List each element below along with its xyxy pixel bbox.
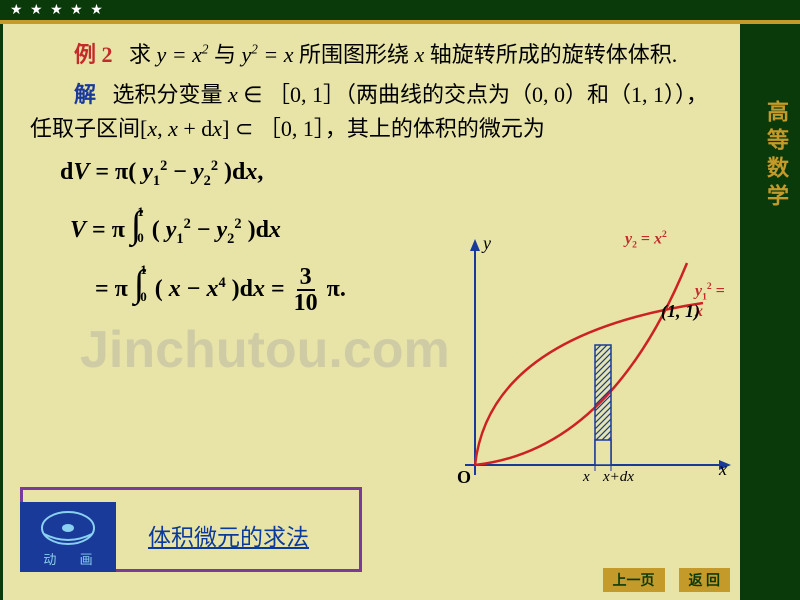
- gold-rule: [0, 20, 800, 24]
- slide-page: ★ ★ ★ ★ ★ 高等数学 例 2 求 y = x2 与 y2 = x 所围图…: [0, 0, 800, 600]
- eq-label-y1: y12 = x: [695, 281, 735, 321]
- watermark-text: Jinchutou.com: [80, 320, 450, 380]
- eq-y2-eq-x: y2 = x: [242, 42, 294, 67]
- book-title-vertical: 高等数学: [752, 100, 792, 212]
- origin-label: O: [457, 467, 471, 488]
- animation-badge-text: 动 画: [20, 549, 116, 568]
- back-button[interactable]: 返 回: [679, 568, 731, 592]
- interval: x ∈ ［0, 1］: [228, 82, 345, 107]
- animation-link[interactable]: 体积微元的求法: [148, 518, 309, 552]
- eq-label-y2: y2 = x2: [625, 229, 667, 251]
- example-label: 例 2: [74, 42, 113, 67]
- x-tick: x: [583, 469, 590, 486]
- animation-box: 动 画 体积微元的求法: [20, 487, 362, 572]
- disc-icon: [20, 502, 116, 552]
- y-axis-label: y: [483, 233, 491, 254]
- problem-statement: 例 2 求 y = x2 与 y2 = x 所围图形绕 x 轴旋转所成的旋转体体…: [30, 38, 714, 72]
- nav-buttons: 上一页 返 回: [603, 568, 731, 592]
- stars-decoration: ★ ★ ★ ★ ★: [10, 2, 105, 19]
- subinterval: [x, x + dx] ⊂ ［0, 1］: [140, 116, 325, 141]
- formula-dV: dV = π( y12 − y22 )dx,: [30, 154, 714, 192]
- point-label: (1, 1): [661, 301, 700, 322]
- solution-label: 解: [74, 82, 96, 107]
- top-bar: ★ ★ ★ ★ ★: [0, 0, 800, 20]
- graph-area: y x O y2 = x2 y12 = x (1, 1) x x+dx: [435, 235, 735, 515]
- animation-badge: 动 画: [20, 502, 116, 572]
- prev-button[interactable]: 上一页: [603, 568, 665, 592]
- xdx-tick: x+dx: [603, 469, 634, 486]
- x-axis-label: x: [719, 459, 727, 480]
- fraction-3-10: 3 10: [291, 265, 321, 315]
- solution-paragraph: 解 选积分变量 x ∈ ［0, 1］（两曲线的交点为（0, 0）和（1, 1））…: [30, 78, 714, 146]
- eq-y-eq-x2: y = x2: [157, 42, 209, 67]
